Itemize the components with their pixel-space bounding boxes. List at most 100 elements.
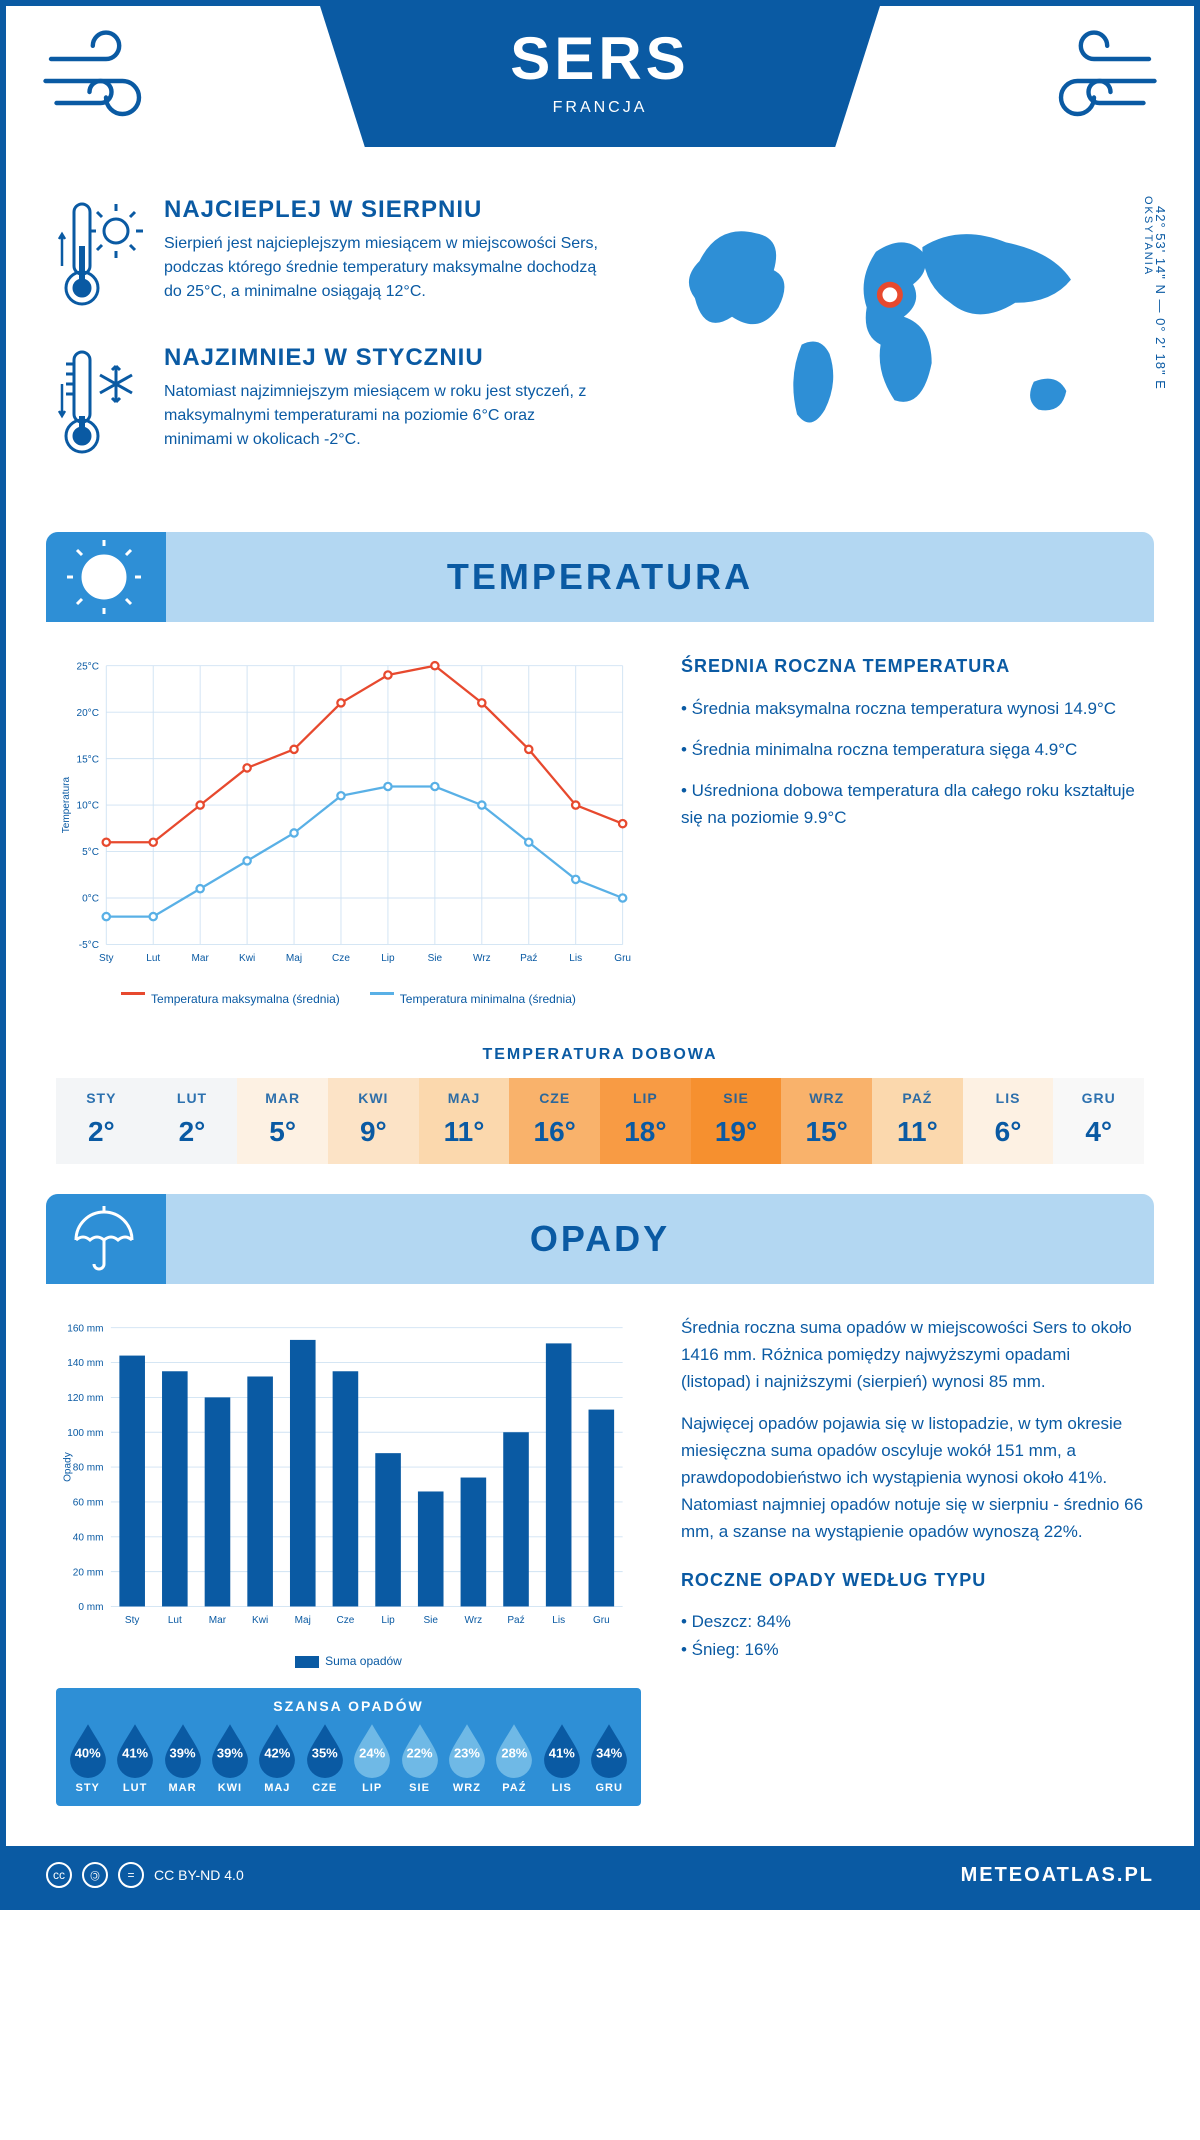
svg-text:0 mm: 0 mm bbox=[78, 1602, 103, 1613]
svg-text:Lip: Lip bbox=[381, 1615, 395, 1626]
temperature-chart-column: -5°C0°C5°C10°C15°C20°C25°CStyLutMarKwiMa… bbox=[56, 652, 641, 1006]
section-head-temperature: TEMPERATURA bbox=[46, 532, 1154, 622]
precip-bar-chart: 0 mm20 mm40 mm60 mm80 mm100 mm120 mm140 … bbox=[56, 1314, 641, 1643]
legend-max: Temperatura maksymalna (średnia) bbox=[151, 992, 340, 1006]
chance-box: SZANSA OPADÓW 40%STY41%LUT39%MAR39%KWI42… bbox=[56, 1688, 641, 1806]
license-text: CC BY-ND 4.0 bbox=[154, 1867, 244, 1883]
svg-text:10°C: 10°C bbox=[77, 801, 99, 812]
svg-text:Maj: Maj bbox=[295, 1615, 311, 1626]
svg-text:Mar: Mar bbox=[209, 1615, 227, 1626]
nd-icon: = bbox=[118, 1862, 144, 1888]
precip-body: 0 mm20 mm40 mm60 mm80 mm100 mm120 mm140 … bbox=[6, 1284, 1194, 1836]
temp-bullet-1: • Średnia maksymalna roczna temperatura … bbox=[681, 695, 1144, 722]
world-map bbox=[645, 196, 1144, 456]
chance-drop: 35%CZE bbox=[301, 1722, 348, 1794]
chance-drop: 39%KWI bbox=[206, 1722, 253, 1794]
svg-text:0°C: 0°C bbox=[82, 894, 99, 905]
precip-type-snow: • Śnieg: 16% bbox=[681, 1636, 1144, 1663]
chance-title: SZANSA OPADÓW bbox=[64, 1698, 633, 1714]
sun-icon bbox=[64, 540, 144, 614]
daily-cell: LIP18° bbox=[600, 1078, 691, 1164]
daily-cell: PAŹ11° bbox=[872, 1078, 963, 1164]
chance-drop: 42%MAJ bbox=[254, 1722, 301, 1794]
section-head-precip: OPADY bbox=[46, 1194, 1154, 1284]
daily-cell: LUT2° bbox=[147, 1078, 238, 1164]
temp-bullet-2: • Średnia minimalna roczna temperatura s… bbox=[681, 736, 1144, 763]
svg-text:-5°C: -5°C bbox=[79, 940, 99, 951]
fact-hot-text: Sierpień jest najcieplejszym miesiącem w… bbox=[164, 232, 605, 304]
by-icon: 🄯 bbox=[82, 1862, 108, 1888]
svg-text:Lis: Lis bbox=[552, 1615, 565, 1626]
section-title-temperature: TEMPERATURA bbox=[447, 556, 753, 598]
daily-temp-table: STY2°LUT2°MAR5°KWI9°MAJ11°CZE16°LIP18°SI… bbox=[56, 1078, 1144, 1164]
svg-text:Sty: Sty bbox=[99, 953, 114, 964]
precip-para-1: Średnia roczna suma opadów w miejscowośc… bbox=[681, 1314, 1144, 1396]
coords-label: 42° 53' 14" N — 0° 2' 18" E bbox=[1153, 206, 1168, 390]
svg-text:140 mm: 140 mm bbox=[67, 1358, 103, 1369]
daily-temp-title: TEMPERATURA DOBOWA bbox=[6, 1046, 1194, 1064]
precip-type-title: ROCZNE OPADY WEDŁUG TYPU bbox=[681, 1566, 1144, 1595]
page-title: SERS bbox=[320, 24, 880, 93]
svg-text:Kwi: Kwi bbox=[239, 953, 255, 964]
daily-cell: CZE16° bbox=[509, 1078, 600, 1164]
precip-type-rain: • Deszcz: 84% bbox=[681, 1608, 1144, 1635]
svg-text:Cze: Cze bbox=[332, 953, 350, 964]
legend-precip: Suma opadów bbox=[325, 1654, 402, 1668]
wind-icon bbox=[36, 26, 176, 136]
fact-hot-title: NAJCIEPLEJ W SIERPNIU bbox=[164, 196, 605, 224]
svg-text:Wrz: Wrz bbox=[465, 1615, 483, 1626]
chance-drop: 24%LIP bbox=[348, 1722, 395, 1794]
daily-cell: MAR5° bbox=[237, 1078, 328, 1164]
svg-text:20°C: 20°C bbox=[77, 708, 99, 719]
wind-icon bbox=[1024, 26, 1164, 136]
header: SERS FRANCJA bbox=[6, 6, 1194, 176]
daily-cell: SIE19° bbox=[691, 1078, 782, 1164]
precip-legend: Suma opadów bbox=[56, 1654, 641, 1668]
svg-text:Gru: Gru bbox=[614, 953, 631, 964]
chance-drop: 41%LUT bbox=[111, 1722, 158, 1794]
svg-text:60 mm: 60 mm bbox=[73, 1498, 104, 1509]
svg-text:Maj: Maj bbox=[286, 953, 302, 964]
temperature-body: -5°C0°C5°C10°C15°C20°C25°CStyLutMarKwiMa… bbox=[6, 622, 1194, 1036]
daily-cell: STY2° bbox=[56, 1078, 147, 1164]
precip-text-column: Średnia roczna suma opadów w miejscowośc… bbox=[681, 1314, 1144, 1806]
svg-text:Lip: Lip bbox=[381, 953, 395, 964]
thermometer-snow-icon bbox=[56, 344, 146, 464]
svg-text:80 mm: 80 mm bbox=[73, 1463, 104, 1474]
chance-drop: 28%PAŹ bbox=[491, 1722, 538, 1794]
svg-text:Kwi: Kwi bbox=[252, 1615, 268, 1626]
svg-text:25°C: 25°C bbox=[77, 661, 99, 672]
title-band: SERS FRANCJA bbox=[320, 6, 880, 147]
chance-drop: 40%STY bbox=[64, 1722, 111, 1794]
svg-text:Opady: Opady bbox=[63, 1452, 74, 1482]
temperature-side-title: ŚREDNIA ROCZNA TEMPERATURA bbox=[681, 652, 1144, 681]
section-title-precip: OPADY bbox=[530, 1218, 670, 1260]
svg-text:Cze: Cze bbox=[336, 1615, 354, 1626]
chance-drop: 23%WRZ bbox=[443, 1722, 490, 1794]
daily-cell: LIS6° bbox=[963, 1078, 1054, 1164]
svg-text:Paź: Paź bbox=[520, 953, 537, 964]
svg-text:Paź: Paź bbox=[507, 1615, 524, 1626]
brand: METEOATLAS.PL bbox=[961, 1864, 1154, 1887]
temperature-line-chart: -5°C0°C5°C10°C15°C20°C25°CStyLutMarKwiMa… bbox=[56, 652, 641, 981]
temp-bullet-3: • Uśredniona dobowa temperatura dla całe… bbox=[681, 777, 1144, 831]
thermometer-sun-icon bbox=[56, 196, 146, 316]
svg-text:5°C: 5°C bbox=[82, 847, 99, 858]
umbrella-icon bbox=[64, 1202, 144, 1276]
cc-icon: cc bbox=[46, 1862, 72, 1888]
fact-cold-text: Natomiast najzimniejszym miesiącem w rok… bbox=[164, 380, 605, 452]
footer: cc 🄯 = CC BY-ND 4.0 METEOATLAS.PL bbox=[6, 1846, 1194, 1904]
license: cc 🄯 = CC BY-ND 4.0 bbox=[46, 1862, 244, 1888]
svg-text:160 mm: 160 mm bbox=[67, 1323, 103, 1334]
chance-drop: 22%SIE bbox=[396, 1722, 443, 1794]
temperature-text-column: ŚREDNIA ROCZNA TEMPERATURA • Średnia mak… bbox=[681, 652, 1144, 1006]
svg-text:20 mm: 20 mm bbox=[73, 1567, 104, 1578]
daily-cell: WRZ15° bbox=[781, 1078, 872, 1164]
svg-text:Sie: Sie bbox=[423, 1615, 438, 1626]
svg-text:15°C: 15°C bbox=[77, 754, 99, 765]
facts-column: NAJCIEPLEJ W SIERPNIU Sierpień jest najc… bbox=[56, 196, 605, 492]
svg-text:Sie: Sie bbox=[428, 953, 443, 964]
precip-chart-column: 0 mm20 mm40 mm60 mm80 mm100 mm120 mm140 … bbox=[56, 1314, 641, 1806]
svg-text:Lut: Lut bbox=[168, 1615, 182, 1626]
chance-drop: 41%LIS bbox=[538, 1722, 585, 1794]
